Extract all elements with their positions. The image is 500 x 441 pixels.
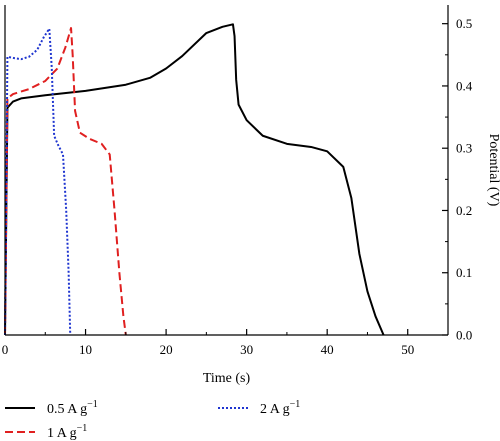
legend-label: 1 A g−1 bbox=[47, 423, 87, 441]
legend: 0.5 A g−1 1 A g−1 2 A g−1 bbox=[5, 399, 300, 441]
y-tick-label: 0.3 bbox=[456, 141, 472, 156]
x-tick-label: 0 bbox=[2, 342, 9, 357]
x-tick-label: 30 bbox=[240, 342, 253, 357]
series-lines bbox=[4, 23, 385, 336]
x-tick-label: 20 bbox=[160, 342, 173, 357]
x-axis-label: Time (s) bbox=[203, 371, 251, 386]
legend-label: 2 A g−1 bbox=[260, 399, 300, 417]
series-line-1 bbox=[4, 27, 127, 336]
x-tick-label: 50 bbox=[401, 342, 414, 357]
x-tick-label: 40 bbox=[321, 342, 334, 357]
series-line-0 bbox=[4, 23, 385, 336]
legend-item-2: 2 A g−1 bbox=[218, 399, 300, 417]
y-tick-label: 0.1 bbox=[456, 265, 472, 280]
legend-item-0: 0.5 A g−1 bbox=[5, 399, 98, 417]
y-tick-label: 0.4 bbox=[456, 78, 473, 93]
y-tick-label: 0.2 bbox=[456, 203, 472, 218]
tick-marks bbox=[4, 23, 448, 336]
axes bbox=[4, 5, 449, 336]
legend-label: 0.5 A g−1 bbox=[47, 399, 98, 417]
x-tick-label: 10 bbox=[79, 342, 92, 357]
y-axis-label: Potential (V) bbox=[486, 134, 500, 207]
legend-item-1: 1 A g−1 bbox=[5, 423, 87, 441]
y-tick-label: 0.5 bbox=[456, 16, 472, 31]
series-line-2 bbox=[4, 27, 72, 336]
tick-labels: 0 10 20 30 40 50 0.0 0.1 0.2 0.3 0.4 0.5 bbox=[2, 16, 473, 357]
y-tick-label: 0.0 bbox=[456, 328, 472, 343]
